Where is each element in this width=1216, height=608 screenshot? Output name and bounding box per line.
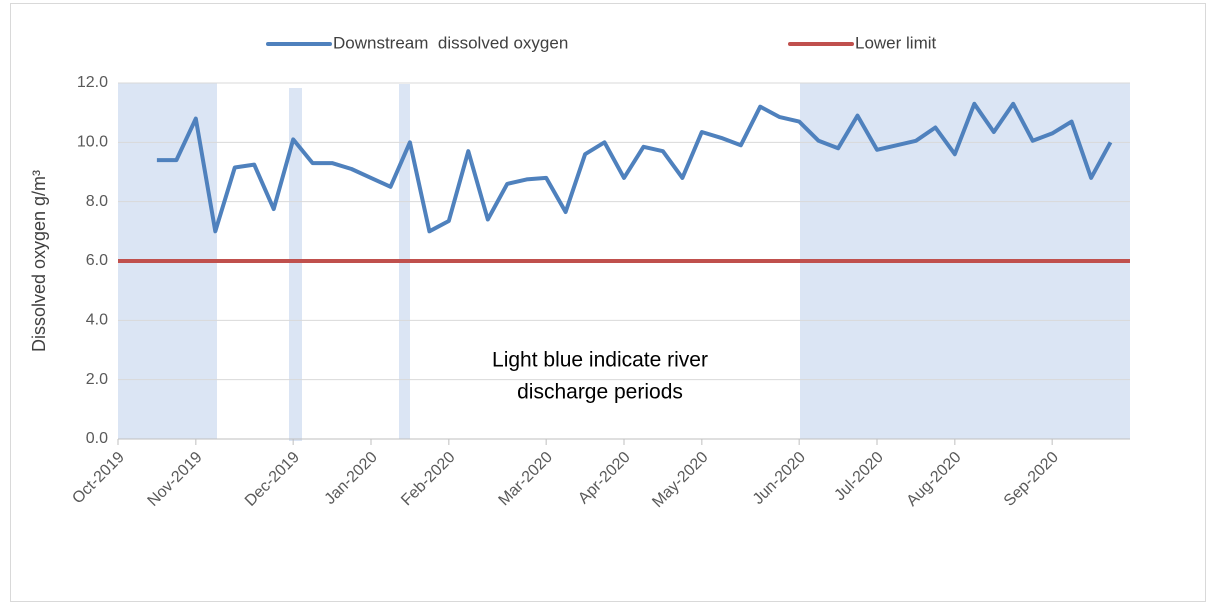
shade xyxy=(289,88,302,441)
y-tick-label: 6.0 xyxy=(86,252,108,269)
y-tick-label: 2.0 xyxy=(86,371,108,388)
legend-label: Lower limit xyxy=(855,33,937,52)
series-line xyxy=(156,101,1113,234)
y-tick-label: 8.0 xyxy=(86,193,108,210)
y-tick-label: 12.0 xyxy=(77,74,108,91)
y-tick-label: 4.0 xyxy=(86,312,108,329)
y-axis-label: Dissolved oxygen g/m³ xyxy=(29,170,49,352)
y-tick-label: 0.0 xyxy=(86,430,108,447)
legend-label: Downstream dissolved oxygen xyxy=(333,33,568,52)
annotation: discharge periods xyxy=(517,381,683,404)
annotation: Light blue indicate river xyxy=(492,349,708,372)
y-tick-label: 10.0 xyxy=(77,134,108,151)
